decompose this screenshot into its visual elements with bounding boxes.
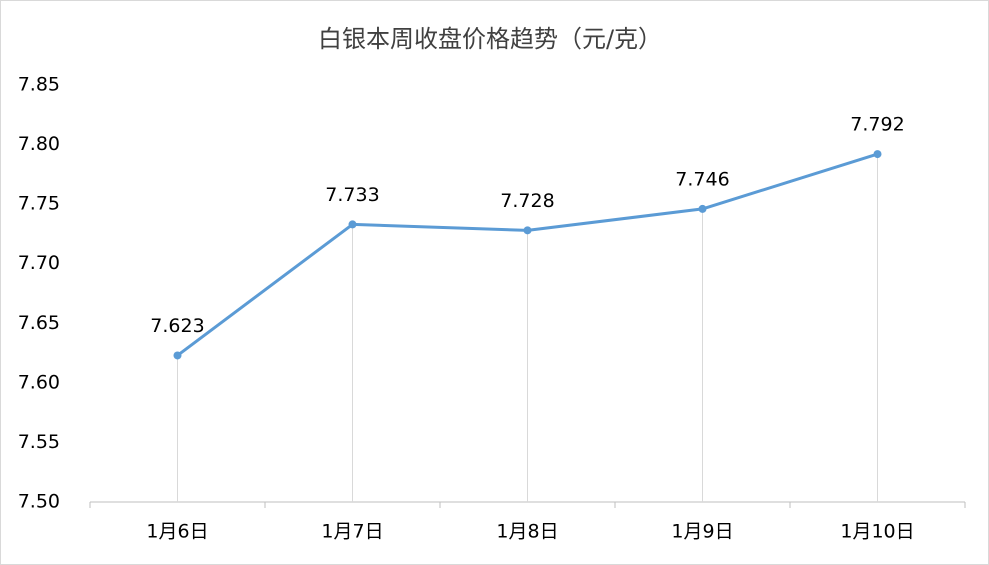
y-tick-label: 7.75 xyxy=(18,193,60,215)
x-tick-label: 1月10日 xyxy=(840,521,914,543)
y-tick-label: 7.65 xyxy=(18,312,60,334)
y-tick-label: 7.60 xyxy=(18,371,60,393)
data-label: 7.792 xyxy=(850,114,904,136)
marker xyxy=(348,220,357,229)
data-label: 7.728 xyxy=(500,190,554,212)
marker xyxy=(523,226,532,235)
marker xyxy=(698,204,707,213)
y-tick-label: 7.55 xyxy=(18,431,60,453)
x-tick-label: 1月7日 xyxy=(321,521,383,543)
x-tick-label: 1月9日 xyxy=(671,521,733,543)
y-tick-label: 7.80 xyxy=(18,133,60,155)
chart-title: 白银本周收盘价格趋势（元/克） xyxy=(318,25,662,53)
y-tick-label: 7.50 xyxy=(18,491,60,513)
marker xyxy=(873,150,882,159)
x-tick-label: 1月8日 xyxy=(496,521,558,543)
data-label: 7.746 xyxy=(675,168,729,190)
data-label: 7.733 xyxy=(325,184,379,206)
data-label: 7.623 xyxy=(150,315,204,337)
y-tick-label: 7.70 xyxy=(18,252,60,274)
y-tick-label: 7.85 xyxy=(18,74,60,96)
x-tick-label: 1月6日 xyxy=(146,521,208,543)
marker xyxy=(173,351,182,360)
